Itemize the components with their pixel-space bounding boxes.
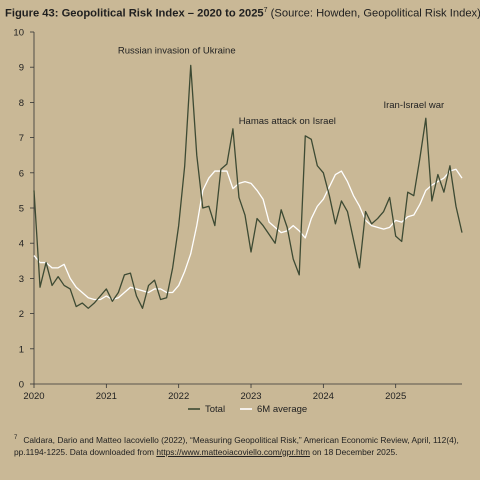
y-tick-label: 2 <box>19 309 24 320</box>
total-series-line <box>33 64 463 309</box>
y-tick-label: 5 <box>19 204 24 215</box>
footnote-text-end: on 18 December 2025. <box>309 446 398 457</box>
figure-title-note-mark: 7 <box>263 7 268 14</box>
y-tick-label: 8 <box>19 98 24 109</box>
footnote: 7 Caldara, Dario and Matteo Iacoviello (2… <box>14 432 474 458</box>
y-tick-label: 3 <box>19 274 24 285</box>
x-tick-label: 2023 <box>240 391 261 402</box>
annotation-label: Hamas attack on Israel <box>239 116 336 127</box>
x-tick-label: 2024 <box>313 391 334 402</box>
footnote-mark: 7 <box>14 435 18 441</box>
y-tick-label: 0 <box>19 380 24 391</box>
y-tick-label: 1 <box>19 344 24 355</box>
y-tick-label: 9 <box>19 63 24 74</box>
annotation-label: Russian invasion of Ukraine <box>118 45 236 56</box>
y-tick-label: 10 <box>13 28 24 39</box>
figure-title-main: Figure 43: Geopolitical Risk Index – 202… <box>5 7 264 20</box>
legend-avg-label: 6M average <box>257 404 307 415</box>
chart-lines <box>33 64 463 309</box>
avg-series-line <box>33 168 463 301</box>
y-tick-label: 6 <box>19 168 24 179</box>
y-tick-label: 7 <box>19 133 24 144</box>
footnote-text: Caldara, Dario and Matteo Iacoviello (20… <box>14 434 459 457</box>
legend-total-label: Total <box>205 404 225 415</box>
chart-axes: 0 1 2 3 4 5 6 7 8 9 10 2020 2021 2022 2023 2024 2025 <box>13 28 462 402</box>
figure-title-source: (Source: Howden, Geopolitical Risk Index… <box>267 7 480 20</box>
chart-annotations: Russian invasion of Ukraine Hamas attack … <box>118 45 444 126</box>
figure-title: Figure 43: Geopolitical Risk Index – 202… <box>5 4 480 21</box>
x-tick-label: 2021 <box>96 391 117 402</box>
x-tick-label: 2022 <box>168 391 189 402</box>
x-tick-label: 2025 <box>385 391 406 402</box>
annotation-label: Iran-Israel war <box>383 100 444 111</box>
footnote-link[interactable]: https://www.matteoiacoviello.com/gpr.htm <box>156 446 310 457</box>
y-tick-label: 4 <box>19 239 24 250</box>
chart-legend: Total 6M average <box>188 404 307 415</box>
x-tick-label: 2020 <box>23 391 44 402</box>
geopolitical-risk-chart: 0 1 2 3 4 5 6 7 8 9 10 2020 2021 2022 2023 2024 2025 Rus… <box>13 28 463 415</box>
